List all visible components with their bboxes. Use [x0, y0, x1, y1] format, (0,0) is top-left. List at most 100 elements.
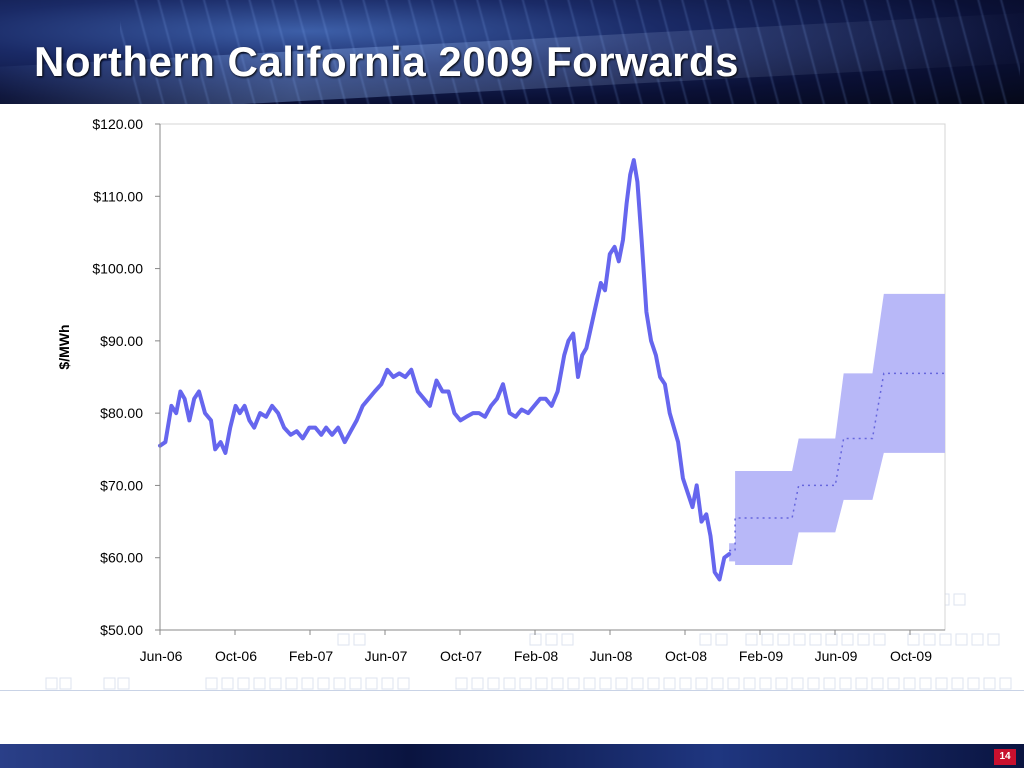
x-tick-label: Feb-09 [739, 648, 784, 664]
decor-square [103, 677, 116, 690]
decor-square [337, 633, 350, 646]
decor-square [561, 633, 574, 646]
decor-square [647, 677, 660, 690]
decor-square [205, 677, 218, 690]
decor-square [699, 633, 712, 646]
x-tick-label: Oct-08 [665, 648, 707, 664]
y-tick-label: $50.00 [100, 622, 143, 638]
decor-square [455, 677, 468, 690]
decor-square [825, 633, 838, 646]
decor-square [887, 677, 900, 690]
decor-square [775, 677, 788, 690]
x-tick-label: Feb-08 [514, 648, 559, 664]
decor-square [519, 677, 532, 690]
decor-square [301, 677, 314, 690]
decor-square [583, 677, 596, 690]
divider-line [0, 690, 1024, 691]
y-tick-label: $60.00 [100, 550, 143, 566]
x-tick-label: Jun-08 [590, 648, 633, 664]
decor-square [711, 677, 724, 690]
y-axis-label: $/MWh [56, 324, 72, 369]
decor-square [967, 677, 980, 690]
decor-square [397, 677, 410, 690]
page-number: 14 [994, 749, 1016, 765]
decor-square [903, 677, 916, 690]
y-tick-label: $90.00 [100, 333, 143, 349]
decor-square [745, 633, 758, 646]
plot-area [159, 123, 946, 631]
decor-square [317, 677, 330, 690]
decor-square [919, 677, 932, 690]
x-tick-label: Feb-07 [289, 648, 334, 664]
decor-square [809, 633, 822, 646]
decor-square [381, 677, 394, 690]
decor-square [999, 677, 1012, 690]
decor-square [365, 677, 378, 690]
decor-square [987, 633, 1000, 646]
y-tick-label: $120.00 [92, 116, 143, 132]
x-tick-label: Jun-06 [140, 648, 183, 664]
decor-square [761, 633, 774, 646]
decor-square [727, 677, 740, 690]
decor-square [117, 677, 130, 690]
decor-square [503, 677, 516, 690]
decor-square [679, 677, 692, 690]
decor-square [567, 677, 580, 690]
x-tick-label: Oct-09 [890, 648, 932, 664]
decor-square [857, 633, 870, 646]
decor-square [839, 677, 852, 690]
decor-square [983, 677, 996, 690]
decor-square [793, 633, 806, 646]
y-tick-label: $110.00 [93, 188, 143, 204]
decor-square [939, 633, 952, 646]
y-tick-label: $80.00 [100, 405, 143, 421]
decor-square [545, 633, 558, 646]
decor-square [631, 677, 644, 690]
decor-square [529, 633, 542, 646]
decor-square [471, 677, 484, 690]
history-line-layer [158, 158, 732, 582]
decor-square [807, 677, 820, 690]
historical-forward-price-line [158, 158, 732, 582]
decor-square [951, 677, 964, 690]
decor-square [487, 677, 500, 690]
decor-square [955, 633, 968, 646]
decor-square [221, 677, 234, 690]
forward-range-band [729, 293, 945, 565]
decor-square [269, 677, 282, 690]
decor-square [873, 633, 886, 646]
slide-title: Northern California 2009 Forwards [34, 38, 740, 85]
forward-price-chart: $120.00 $110.00 $100.00 $90.00 $80.00 $70.00 $… [45, 116, 1012, 690]
decor-square [777, 633, 790, 646]
decor-square [59, 677, 72, 690]
x-tick-label: Jun-09 [815, 648, 858, 664]
decor-square [823, 677, 836, 690]
decor-square [907, 633, 920, 646]
decor-square [855, 677, 868, 690]
x-tick-label: Oct-06 [215, 648, 257, 664]
decor-square [353, 633, 366, 646]
decor-square [253, 677, 266, 690]
decor-square [971, 633, 984, 646]
decor-square [715, 633, 728, 646]
decor-square [841, 633, 854, 646]
decor-square [871, 677, 884, 690]
decor-square [953, 593, 966, 606]
decor-square [599, 677, 612, 690]
decor-square [237, 677, 250, 690]
y-tick-label: $100.00 [92, 261, 143, 277]
x-tick-label: Jun-07 [365, 648, 408, 664]
decor-square [349, 677, 362, 690]
y-tick-label: $70.00 [100, 477, 143, 493]
decor-square [333, 677, 346, 690]
decor-square [695, 677, 708, 690]
decor-square [285, 677, 298, 690]
decor-square [45, 677, 58, 690]
decor-square [663, 677, 676, 690]
title-banner: Northern California 2009 Forwards [0, 0, 1024, 104]
decor-square [759, 677, 772, 690]
decor-square [791, 677, 804, 690]
decor-square [615, 677, 628, 690]
decor-square [551, 677, 564, 690]
footer-bar: 14 [0, 744, 1024, 768]
